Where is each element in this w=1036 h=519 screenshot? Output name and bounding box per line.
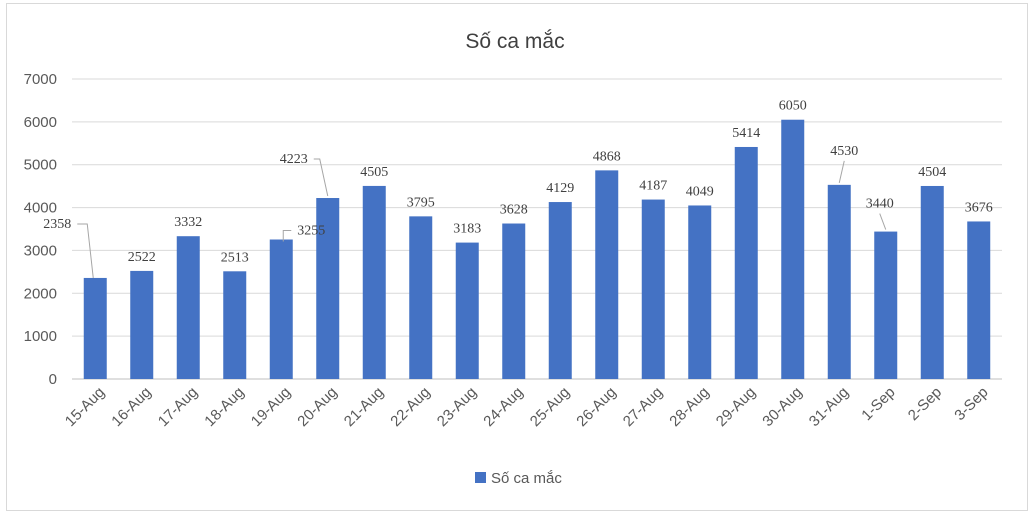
bar bbox=[688, 205, 712, 379]
x-tick-label: 17-Aug bbox=[155, 384, 201, 430]
y-tick-label: 2000 bbox=[24, 285, 57, 302]
y-tick-label: 0 bbox=[49, 371, 57, 388]
x-tick-label: 15-Aug bbox=[62, 384, 108, 430]
data-label: 5414 bbox=[732, 126, 760, 141]
data-label: 3332 bbox=[174, 215, 202, 230]
x-tick-label: 30-Aug bbox=[759, 384, 805, 430]
x-tick-label: 20-Aug bbox=[294, 384, 340, 430]
bar bbox=[502, 223, 526, 379]
x-tick-label: 24-Aug bbox=[480, 384, 526, 430]
x-tick-label: 22-Aug bbox=[387, 384, 433, 430]
data-label: 4504 bbox=[918, 165, 946, 180]
data-label: 4223 bbox=[280, 152, 308, 167]
data-label: 4505 bbox=[360, 165, 388, 180]
y-tick-label: 4000 bbox=[24, 200, 57, 217]
bar bbox=[130, 270, 154, 379]
data-label: 6050 bbox=[779, 99, 807, 114]
leader-line bbox=[77, 223, 94, 278]
x-tick-label: 1-Sep bbox=[858, 384, 898, 424]
data-label: 2358 bbox=[43, 217, 71, 232]
data-label: 4129 bbox=[546, 181, 574, 196]
bar bbox=[362, 185, 386, 379]
bar bbox=[269, 239, 293, 379]
data-label: 4187 bbox=[639, 179, 667, 194]
x-tick-label: 25-Aug bbox=[527, 384, 573, 430]
data-label: 3676 bbox=[965, 200, 993, 215]
data-label: 2522 bbox=[128, 250, 156, 265]
leader-line bbox=[838, 160, 845, 183]
data-label: 3255 bbox=[297, 224, 325, 239]
x-axis: 15-Aug 16-Aug 17-Aug 18-Aug 19-Aug 20-Aug 21-A… bbox=[62, 384, 992, 430]
leader-line bbox=[879, 213, 887, 230]
x-tick-label: 16-Aug bbox=[108, 384, 154, 430]
y-tick-label: 7000 bbox=[24, 71, 57, 88]
bar bbox=[827, 184, 851, 379]
data-label: 3628 bbox=[500, 203, 528, 218]
legend-swatch bbox=[475, 472, 486, 483]
legend-label: Số ca mắc bbox=[491, 470, 562, 487]
bar bbox=[409, 216, 433, 379]
bar bbox=[734, 146, 758, 379]
bar bbox=[223, 271, 247, 379]
x-tick-label: 29-Aug bbox=[713, 384, 759, 430]
bar bbox=[595, 170, 619, 379]
bars bbox=[83, 119, 991, 379]
legend: Số ca mắc bbox=[475, 470, 562, 487]
bar bbox=[920, 185, 944, 379]
bar bbox=[316, 198, 340, 379]
data-label: 2513 bbox=[221, 250, 249, 265]
bar bbox=[83, 277, 107, 379]
x-tick-label: 23-Aug bbox=[434, 384, 480, 430]
chart-title: Số ca mắc bbox=[465, 30, 564, 53]
x-tick-label: 2-Sep bbox=[905, 384, 945, 424]
y-axis: 0 1000 2000 3000 4000 5000 6000 7000 bbox=[24, 71, 57, 388]
data-label: 4868 bbox=[593, 149, 621, 164]
y-tick-label: 1000 bbox=[24, 328, 57, 345]
x-tick-label: 28-Aug bbox=[666, 384, 712, 430]
x-tick-label: 27-Aug bbox=[620, 384, 666, 430]
leader-lines bbox=[77, 158, 887, 278]
bar bbox=[455, 242, 479, 379]
x-tick-label: 19-Aug bbox=[248, 384, 294, 430]
data-labels: 2358 2522 3332 2513 3255 4223 4505 3795 3183 3628… bbox=[43, 99, 993, 266]
y-tick-label: 3000 bbox=[24, 242, 57, 259]
bar bbox=[548, 202, 572, 379]
bar bbox=[641, 199, 665, 379]
y-tick-label: 5000 bbox=[24, 157, 57, 174]
data-label: 3183 bbox=[453, 222, 481, 237]
x-tick-label: 26-Aug bbox=[573, 384, 619, 430]
data-label: 4049 bbox=[686, 184, 714, 199]
data-label: 3795 bbox=[407, 195, 435, 210]
bar bbox=[781, 119, 805, 379]
x-tick-label: 21-Aug bbox=[341, 384, 387, 430]
leader-line bbox=[282, 230, 292, 242]
data-label: 4530 bbox=[830, 144, 858, 159]
x-tick-label: 18-Aug bbox=[201, 384, 247, 430]
gridlines bbox=[72, 78, 1002, 380]
x-tick-label: 3-Sep bbox=[951, 384, 991, 424]
bar bbox=[176, 236, 200, 379]
leader-line bbox=[313, 158, 329, 197]
bar bbox=[967, 221, 991, 379]
y-tick-label: 6000 bbox=[24, 114, 57, 131]
x-tick-label: 31-Aug bbox=[806, 384, 852, 430]
bar bbox=[874, 231, 898, 379]
data-label: 3440 bbox=[866, 197, 894, 212]
